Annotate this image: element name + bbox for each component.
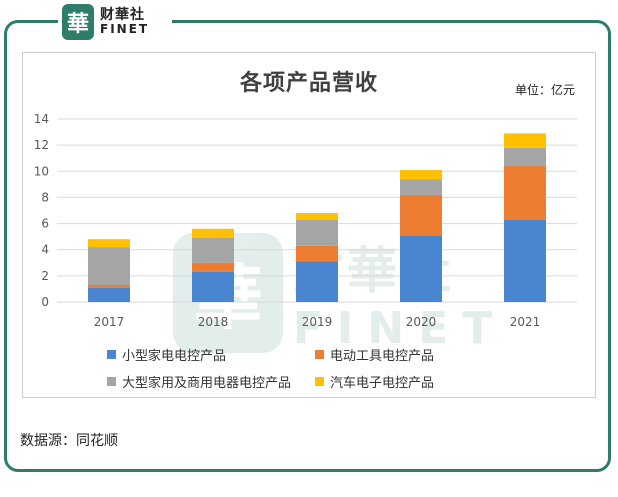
bar-segment-2017-s1 [88, 285, 130, 288]
bar-segment-2018-s0 [192, 271, 234, 302]
logo-seal-icon: 華 [62, 4, 94, 40]
y-tick-label: 14 [34, 112, 49, 126]
legend-swatch [315, 377, 324, 386]
legend-label: 电动工具电控产品 [330, 349, 435, 364]
source-note: 数据源：同花顺 [20, 433, 118, 449]
bar-segment-2018-s3 [192, 228, 234, 238]
legend-item: 大型家用及商用电器电控产品 [107, 372, 315, 391]
x-tick-label: 2017 [94, 315, 125, 329]
legend-swatch [107, 350, 116, 359]
legend-item: 小型家电电控产品 [107, 345, 315, 364]
legend-label: 小型家电电控产品 [122, 349, 227, 364]
legend-swatch [107, 377, 116, 386]
x-tick-label: 2019 [302, 315, 333, 329]
legend-item: 汽车电子电控产品 [315, 372, 535, 391]
bar-segment-2021-s3 [504, 133, 546, 148]
chart-container: 華 财華社 FINET 各项产品营收 单位：亿元 024681012142017… [22, 52, 596, 398]
bar-segment-2021-s2 [504, 147, 546, 167]
chart-title: 各项产品营收 [239, 71, 378, 96]
bar-segment-2017-s0 [88, 287, 130, 302]
bar-segment-2019-s2 [296, 219, 338, 246]
logo-name-en: FINET [100, 22, 150, 37]
legend-label: 汽车电子电控产品 [330, 376, 435, 391]
x-tick-label: 2021 [510, 315, 541, 329]
bar-segment-2019-s0 [296, 261, 338, 302]
legend-label: 大型家用及商用电器电控产品 [122, 376, 292, 391]
bar-segment-2021-s0 [504, 219, 546, 302]
bar-segment-2019-s3 [296, 213, 338, 220]
bar-segment-2017-s2 [88, 247, 130, 286]
y-tick-label: 4 [41, 243, 49, 257]
x-tick-label: 2020 [406, 315, 437, 329]
y-tick-label: 0 [41, 295, 49, 309]
y-tick-label: 10 [34, 164, 49, 178]
legend-swatch [315, 350, 324, 359]
legend-item: 电动工具电控产品 [315, 345, 535, 364]
unit-label: 单位：亿元 [514, 83, 575, 97]
x-tick-label: 2018 [198, 315, 229, 329]
bar-segment-2017-s3 [88, 239, 130, 248]
bar-segment-2020-s0 [400, 235, 442, 302]
bar-segment-2018-s1 [192, 262, 234, 272]
logo-name-cn: 财華社 [100, 7, 145, 24]
stacked-bar-plot: 0 2 4 6 8 10 12 14 2017 2018 2019 2020 2021 [34, 112, 577, 329]
y-tick-label: 6 [41, 217, 49, 231]
bar-segment-2018-s2 [192, 237, 234, 263]
bar-segment-2020-s2 [400, 179, 442, 195]
bar-segment-2019-s1 [296, 245, 338, 262]
finet-logo: 華 财華社 FINET [58, 2, 172, 42]
y-tick-label: 2 [41, 269, 49, 283]
bar-segment-2020-s1 [400, 194, 442, 236]
bar-segment-2021-s1 [504, 166, 546, 220]
y-tick-label: 8 [41, 190, 49, 204]
bar-segment-2020-s3 [400, 169, 442, 180]
chart-legend: 小型家电电控产品 电动工具电控产品大型家用及商用电器电控产品 汽车电子电控产品 [107, 345, 587, 391]
y-tick-label: 12 [34, 138, 49, 152]
